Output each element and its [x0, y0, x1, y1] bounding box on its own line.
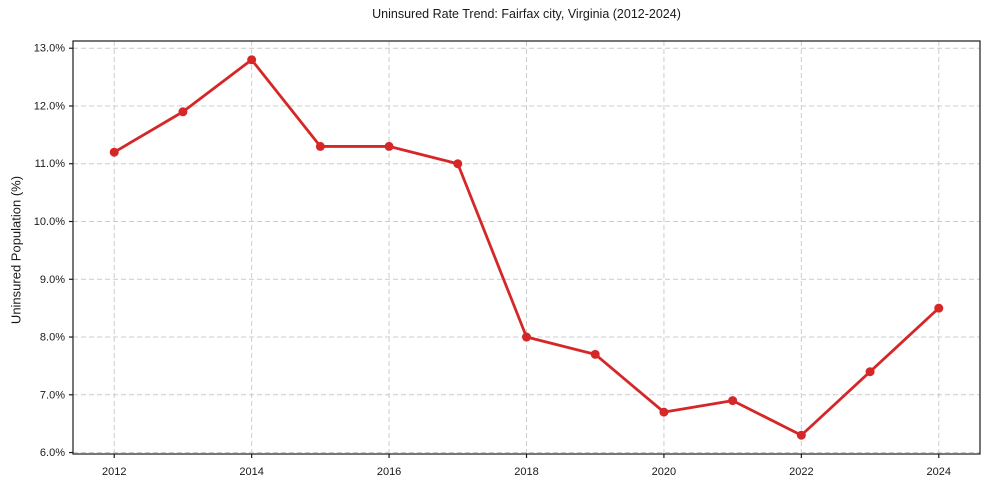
y-tick-label: 12.0% — [34, 100, 65, 112]
x-tick-label: 2020 — [652, 466, 676, 478]
x-tick-label: 2012 — [102, 466, 126, 478]
data-point-2021 — [728, 396, 738, 406]
chart-title: Uninsured Rate Trend: Fairfax city, Virg… — [372, 7, 681, 21]
data-point-2019 — [590, 349, 600, 359]
y-tick-label: 11.0% — [35, 158, 66, 170]
data-point-2018 — [522, 332, 531, 342]
data-point-2014 — [247, 55, 257, 65]
y-tick-label: 9.0% — [40, 274, 65, 286]
x-tick-label: 2014 — [239, 466, 263, 478]
y-tick-label: 7.0% — [40, 389, 65, 401]
x-tick-label: 2022 — [789, 466, 813, 478]
y-tick-label: 10.0% — [34, 216, 65, 228]
data-point-2012 — [109, 147, 119, 157]
data-point-2015 — [315, 141, 325, 151]
y-tick-label: 8.0% — [40, 332, 65, 344]
data-point-2024 — [934, 303, 944, 313]
plot-border — [72, 40, 981, 455]
x-tick-label: 2018 — [514, 466, 538, 478]
y-tick-label: 6.0% — [40, 447, 65, 459]
x-tick-label: 2024 — [927, 466, 951, 478]
y-tick-label: 13.0% — [34, 43, 65, 55]
data-point-2017 — [453, 159, 463, 169]
x-tick-label: 2016 — [377, 466, 401, 478]
data-point-2020 — [659, 407, 669, 417]
data-point-2023 — [865, 367, 875, 377]
data-point-2022 — [796, 430, 806, 440]
data-point-2013 — [178, 107, 188, 117]
data-point-2016 — [384, 141, 394, 151]
